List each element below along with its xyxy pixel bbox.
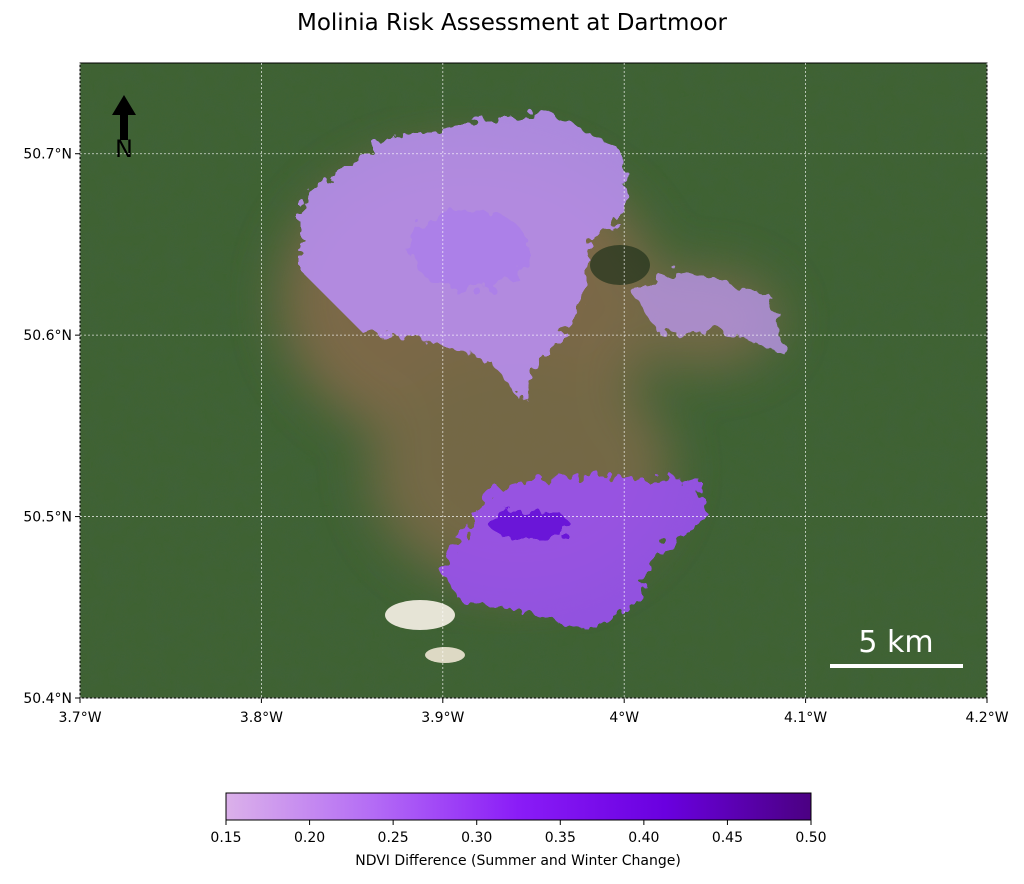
colorbar-tick-label: 0.45 [712, 830, 743, 846]
y-tick-label: 50.7°N [23, 147, 72, 163]
x-tick-label: 3.9°W [421, 710, 464, 726]
colorbar-label: NDVI Difference (Summer and Winter Chang… [355, 853, 681, 869]
x-tick-label: 4°W [609, 710, 639, 726]
y-tick-label: 50.6°N [23, 328, 72, 344]
x-tick-label: 3.8°W [240, 710, 283, 726]
colorbar [225, 792, 812, 821]
satellite-image [80, 63, 987, 698]
x-tick-label: 4.2°W [965, 710, 1008, 726]
x-tick-label: 4.1°W [784, 710, 827, 726]
x-tick-label: 3.7°W [58, 710, 101, 726]
colorbar-tick-label: 0.40 [628, 830, 659, 846]
north-arrow: N [112, 95, 136, 163]
colorbar-tick-label: 0.30 [461, 830, 492, 846]
chart-title: Molinia Risk Assessment at Dartmoor [297, 10, 728, 36]
colorbar-tick-label: 0.35 [545, 830, 576, 846]
scale-bar-label: 5 km [858, 625, 933, 660]
y-tick-label: 50.5°N [23, 510, 72, 526]
y-tick-label: 50.4°N [23, 691, 72, 707]
colorbar-tick-label: 0.20 [294, 830, 325, 846]
colorbar-tick-label: 0.15 [210, 830, 241, 846]
colorbar-tick-label: 0.50 [795, 830, 826, 846]
colorbar-tick-label: 0.25 [378, 830, 409, 846]
north-label: N [115, 135, 133, 163]
